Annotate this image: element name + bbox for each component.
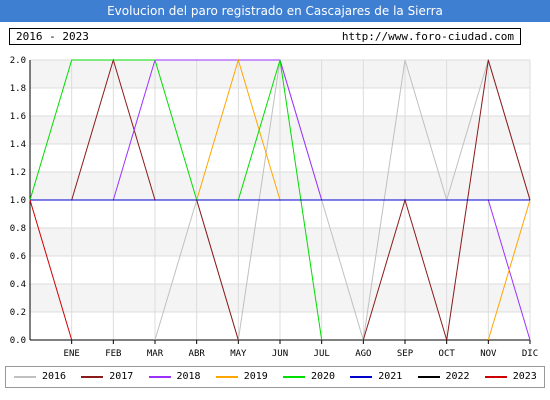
y-tick-label: 1.8 [10, 84, 26, 94]
y-tick-label: 1.2 [10, 168, 26, 178]
legend-item-2019: 2019 [215, 367, 275, 387]
x-tick-label: OCT [439, 349, 456, 359]
legend-swatch [283, 376, 305, 378]
series-line-2018 [112, 59, 323, 201]
y-tick-labels: 0.0 0.2 0.4 0.6 0.8 1.0 1.2 1.4 1.6 1.8 2.0 [10, 56, 26, 346]
legend-swatch [417, 376, 440, 378]
x-tick-label: MAY [230, 349, 247, 359]
x-tick-label: ENE [64, 349, 80, 359]
legend-item-2018: 2018 [148, 367, 208, 387]
x-tick-label: SEP [397, 349, 414, 359]
series-lines [29, 58, 531, 341]
legend-label: 2018 [176, 371, 201, 382]
y-tick-label: 0.0 [10, 336, 26, 346]
period-label: 2016 - 2023 [16, 30, 89, 43]
legend-swatch [215, 376, 238, 378]
legend-item-2020: 2020 [283, 367, 342, 387]
source-url[interactable]: http://www.foro-ciudad.com [341, 30, 514, 43]
y-tick-label: 0.4 [10, 280, 26, 290]
legend-item-2021: 2021 [350, 367, 409, 387]
legend-item-2023: 2023 [484, 367, 544, 387]
series-2019 [196, 58, 531, 341]
y-tick-label: 1.4 [10, 140, 26, 150]
legend-label: 2019 [243, 371, 268, 382]
series-line-2019 [196, 58, 281, 201]
x-tick-label: JUN [272, 349, 288, 359]
legend-label: 2016 [42, 371, 67, 382]
series-line-2019 [487, 199, 531, 341]
y-tick-label: 1.0 [10, 196, 26, 206]
y-tick-label: 2.0 [10, 56, 26, 66]
legend-item-2016: 2016 [14, 367, 73, 387]
x-tick-label: MAR [147, 349, 164, 359]
x-tick-label: NOV [480, 349, 497, 359]
legend-swatch [350, 376, 373, 378]
series-line-2020 [29, 59, 323, 341]
series-2023 [29, 199, 73, 341]
series-2020 [29, 59, 323, 341]
legend-label: 2023 [512, 371, 537, 382]
legend-swatch [484, 376, 507, 378]
y-tick-label: 1.6 [10, 112, 26, 122]
x-tick-labels: ENE FEB MAR ABR MAY JUN JUL AGO SEP OCT NOV DIC [64, 349, 539, 359]
legend-item-2017: 2017 [81, 367, 140, 387]
chart-title: Evolucion del paro registrado en Cascaja… [0, 0, 550, 22]
legend-label: 2021 [378, 371, 403, 382]
info-bar: 2016 - 2023 http://www.foro-ciudad.com [9, 28, 521, 45]
x-tick-label: ABR [189, 349, 206, 359]
series-line-2017 [362, 59, 531, 341]
legend-label: 2022 [445, 371, 470, 382]
x-tick-label: FEB [105, 349, 121, 359]
x-tick-label: AGO [355, 349, 371, 359]
y-tick-label: 0.8 [10, 224, 26, 234]
legend: 2016 2017 2018 2019 2020 2021 2022 2023 [5, 366, 545, 388]
legend-label: 2017 [109, 371, 134, 382]
legend-label: 2020 [311, 371, 336, 382]
series-line-2023 [29, 199, 73, 341]
y-tick-label: 0.2 [10, 308, 26, 318]
legend-item-2022: 2022 [417, 367, 477, 387]
legend-swatch [14, 376, 36, 378]
legend-swatch [81, 376, 104, 378]
x-tick-label: JUL [314, 349, 330, 359]
x-tick-label: DIC [522, 349, 538, 359]
y-tick-label: 0.6 [10, 252, 26, 262]
legend-swatch [148, 376, 171, 378]
